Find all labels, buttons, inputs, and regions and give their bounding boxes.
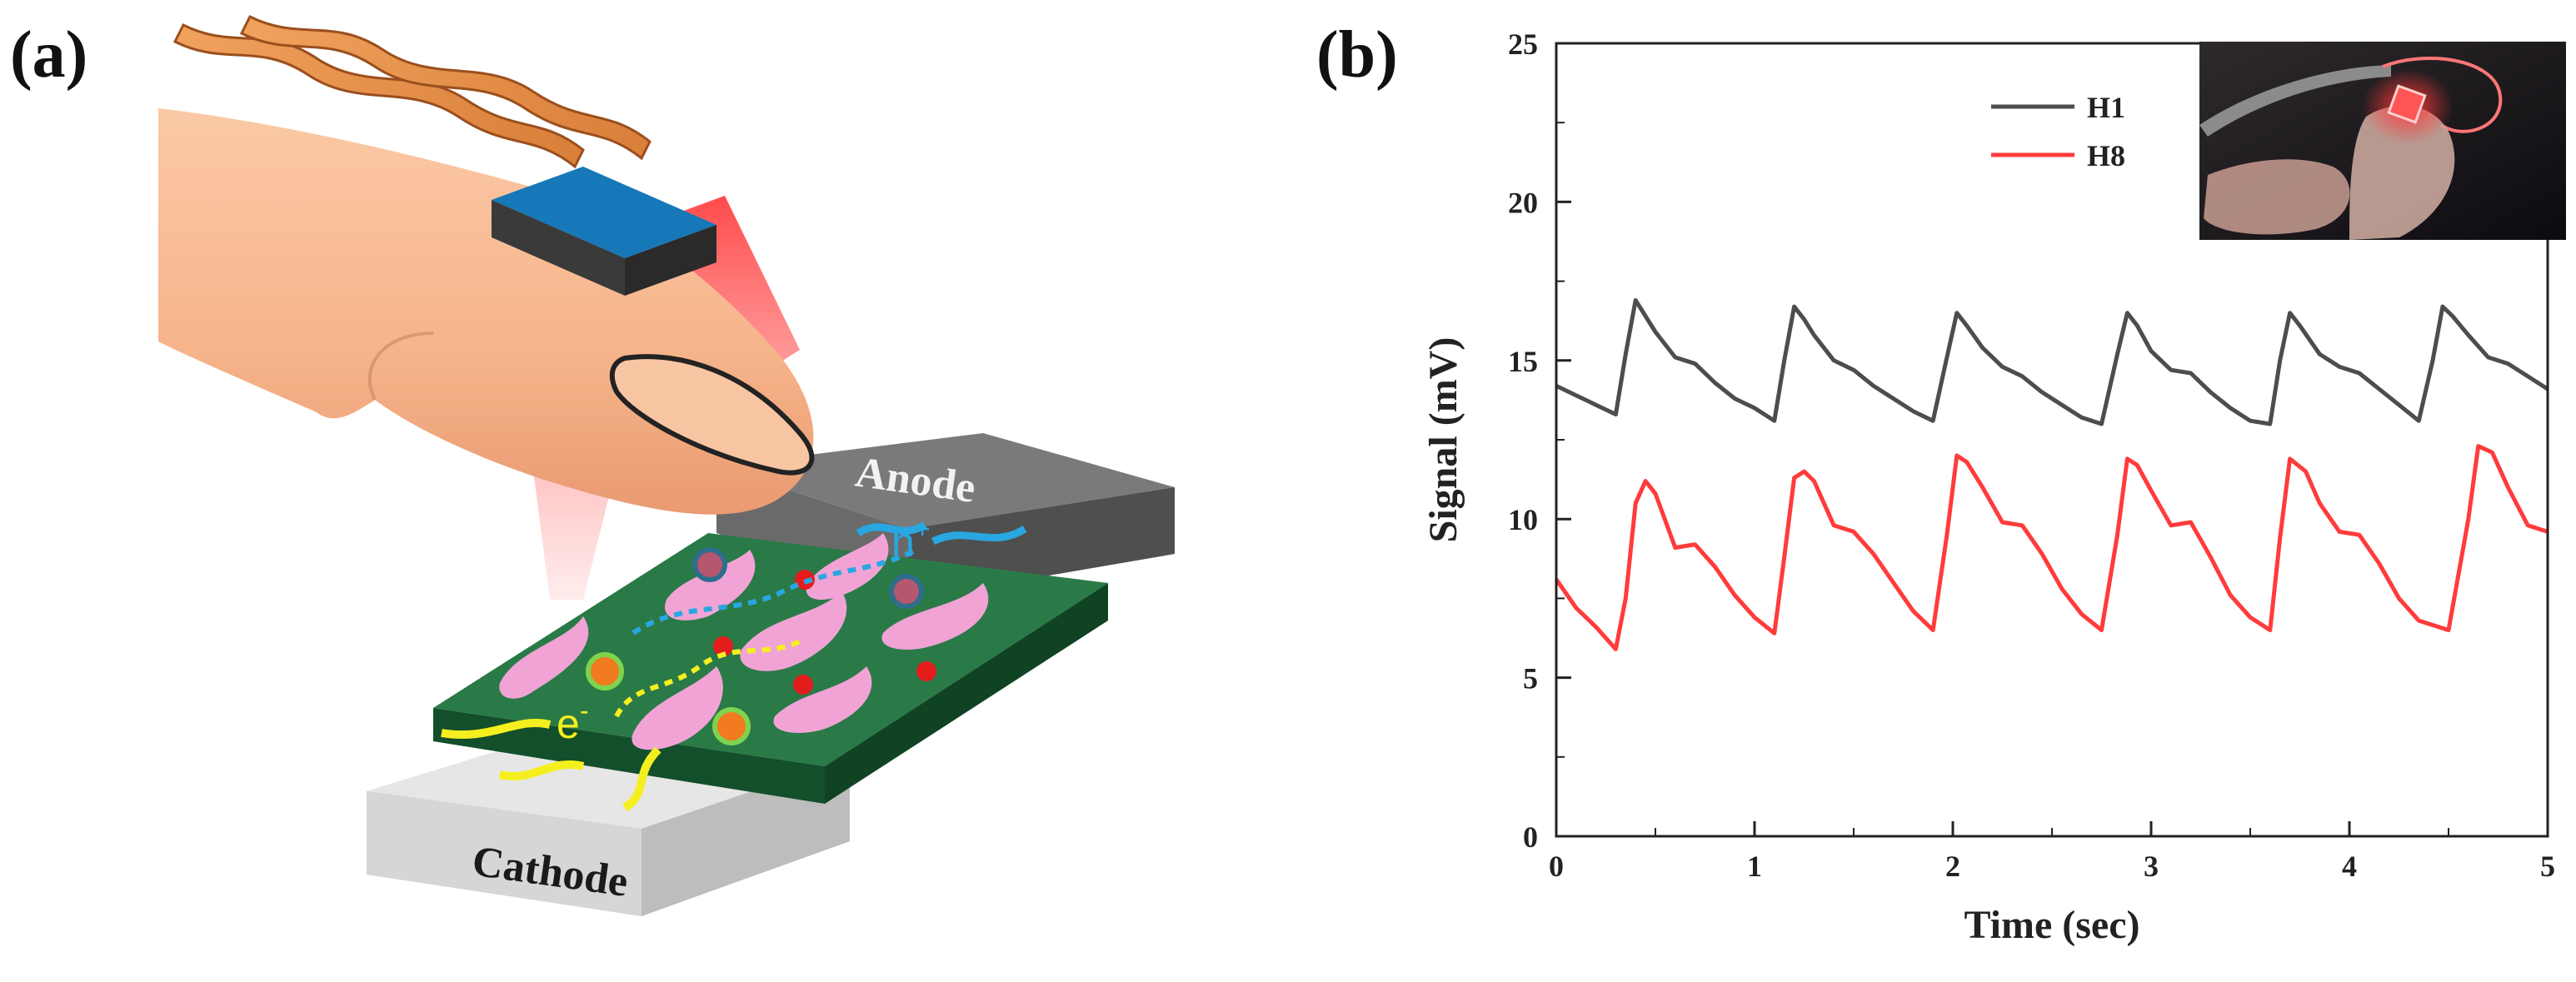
x-tick-label: 5	[2540, 850, 2555, 883]
panel-a-label: (a)	[10, 18, 87, 92]
x-tick-label: 4	[2342, 850, 2357, 883]
legend-label: H8	[2087, 139, 2125, 172]
y-tick-label: 10	[1508, 503, 1538, 536]
y-tick-label: 20	[1508, 186, 1538, 219]
legend-label: H1	[2087, 91, 2125, 124]
panel-b: (b) 0 5 10 15 20 25 0 1 2 3 4 5 Time (sec) Signal …	[1316, 18, 2566, 947]
grain	[499, 616, 589, 699]
grain	[773, 666, 872, 733]
grain	[881, 583, 989, 650]
x-axis-title: Time (sec)	[1964, 903, 2139, 947]
electron-particle	[586, 652, 624, 690]
hole-label: h+	[891, 514, 931, 566]
thumb	[2204, 159, 2350, 235]
y-tick-label: 5	[1523, 662, 1538, 695]
y-tick-label: 0	[1523, 820, 1538, 854]
x-tick-label: 3	[2144, 850, 2159, 883]
series-line-h1	[1555, 297, 2549, 426]
sensor-led	[2387, 84, 2427, 124]
series-layer	[1554, 297, 2549, 651]
hole-particle	[692, 547, 727, 582]
light-sensor-chip	[492, 167, 716, 296]
electron-path	[614, 639, 801, 718]
grain	[665, 550, 756, 621]
electron-arrow	[441, 718, 552, 740]
plot-frame	[1555, 42, 2549, 838]
grain	[632, 666, 723, 750]
grain	[806, 533, 889, 600]
red-particle	[793, 675, 813, 695]
electron-arrow	[622, 746, 661, 812]
panel-a: (a) Cathode Anode	[10, 14, 1175, 916]
red-particle	[713, 636, 733, 656]
y-tick-label: 15	[1508, 345, 1538, 378]
hole-arrow	[931, 526, 1027, 546]
flexible-leads	[172, 14, 651, 169]
signal-chart: 0 5 10 15 20 25 0 1 2 3 4 5 Time (sec) Signal (mV)…	[1421, 27, 2566, 947]
finger	[158, 108, 815, 515]
electron-label: e-	[557, 695, 588, 747]
fingernail	[609, 354, 815, 476]
hole-path	[632, 547, 918, 636]
red-particle	[916, 661, 936, 681]
y-axis: 0 5 10 15 20 25	[1508, 27, 1571, 854]
x-tick-label: 1	[1747, 850, 1762, 883]
hole-arrow	[856, 521, 927, 536]
x-tick-label: 0	[1549, 850, 1564, 883]
y-axis-title: Signal (mV)	[1421, 337, 1465, 543]
probe-cable	[2199, 65, 2391, 137]
active-layer	[433, 521, 1108, 812]
x-axis: 0 1 2 3 4 5	[1549, 821, 2555, 883]
electron-particle	[712, 707, 751, 745]
series-line-h8	[1554, 444, 2549, 651]
x-tick-label: 2	[1945, 850, 1960, 883]
panel-b-label: (b)	[1316, 18, 1398, 92]
hole-particle	[889, 574, 924, 609]
inset-photo	[2199, 42, 2566, 240]
wire	[2382, 57, 2503, 133]
electron-arrow	[498, 760, 585, 780]
y-tick-label: 25	[1508, 27, 1538, 61]
